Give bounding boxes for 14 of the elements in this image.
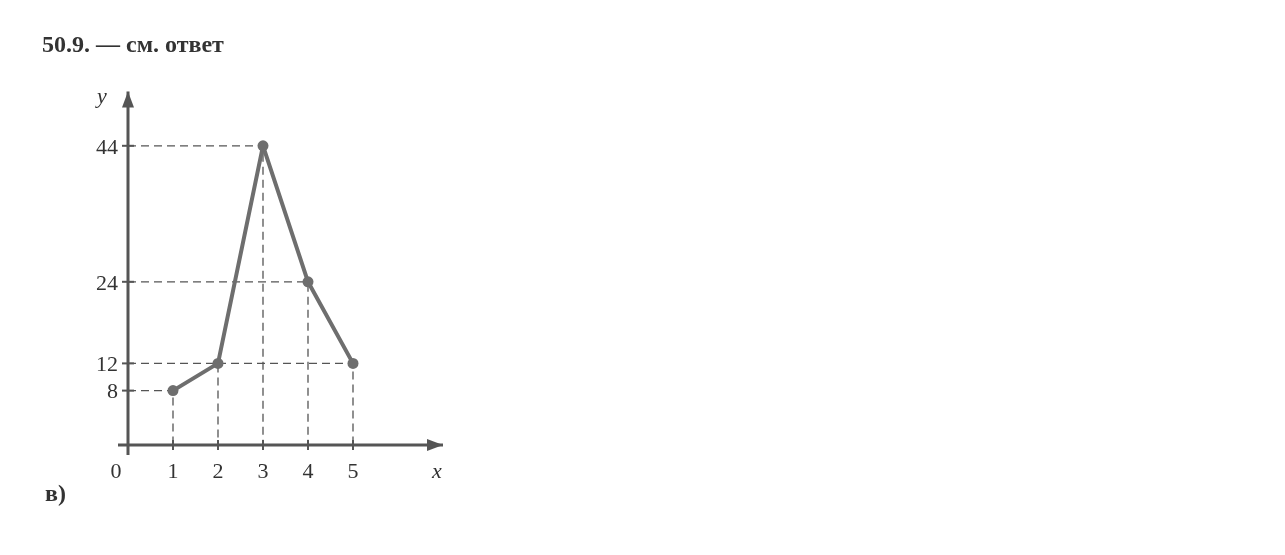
x-tick-label: 0 — [110, 458, 122, 483]
x-tick-label: 1 — [167, 458, 179, 483]
y-tick-label: 12 — [96, 351, 118, 377]
y-tick-label: 44 — [96, 133, 118, 159]
chart-title: 50.9. — см. ответ — [42, 31, 225, 57]
x-tick-label: 2 — [212, 458, 224, 483]
x-tick-label: 3 — [257, 458, 269, 483]
x-axis-title: x — [431, 458, 443, 483]
y-tick-label: 8 — [107, 378, 118, 404]
x-tick-label: 4 — [302, 458, 314, 483]
x-tick-label: 5 — [347, 458, 359, 483]
y-axis-title: y — [95, 83, 108, 109]
text: в) — [45, 480, 66, 506]
y-tick-label: 24 — [96, 269, 118, 295]
